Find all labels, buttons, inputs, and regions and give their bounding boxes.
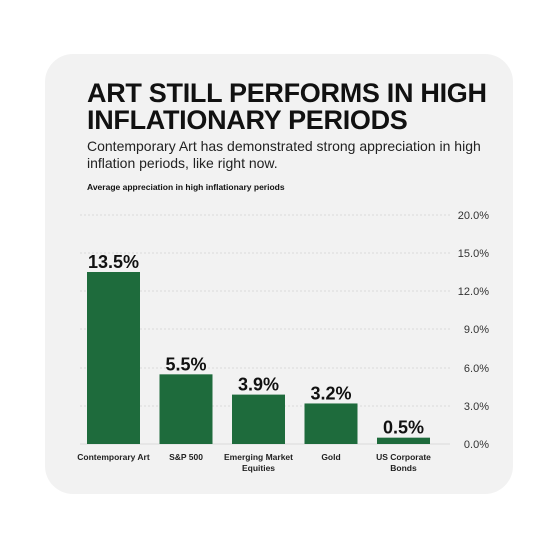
bar xyxy=(232,394,285,444)
y-tick-labels: 0.0% 3.0% 6.0% 9.0% 12.0% 15.0% 20.0% xyxy=(458,210,489,451)
y-tick-label: 3.0% xyxy=(464,401,489,413)
y-tick-label: 9.0% xyxy=(464,324,489,336)
y-tick-label: 15.0% xyxy=(458,248,489,260)
bar-value-label: 13.5% xyxy=(88,252,139,272)
bars xyxy=(87,272,430,444)
data-labels: 13.5% 5.5% 3.9% 3.2% 0.5% xyxy=(88,252,424,438)
x-tick-label: Emerging Market Equities xyxy=(224,452,293,473)
bar xyxy=(304,403,358,444)
bar-value-label: 5.5% xyxy=(165,354,206,374)
chart-title: ART STILL PERFORMS IN HIGH INFLATIONARY … xyxy=(87,78,487,135)
bar-value-label: 3.2% xyxy=(310,383,351,403)
y-tick-label: 0.0% xyxy=(464,439,489,451)
bar-value-label: 3.9% xyxy=(238,375,279,395)
y-tick-label: 6.0% xyxy=(464,363,489,375)
chart-subtitle: Contemporary Art has demonstrated strong… xyxy=(87,138,481,171)
x-tick-label: Contemporary Art xyxy=(77,452,150,462)
y-tick-label: 12.0% xyxy=(458,286,489,298)
bar xyxy=(159,374,213,444)
x-tick-label: US Corporate Bonds xyxy=(376,452,431,473)
x-tick-label: Gold xyxy=(321,452,341,462)
y-axis-label: Average appreciation in high inflationar… xyxy=(87,182,285,192)
bar-value-label: 0.5% xyxy=(383,418,424,438)
y-tick-label: 20.0% xyxy=(458,210,489,222)
bar xyxy=(87,272,140,444)
bar xyxy=(377,437,430,444)
x-tick-label: S&P 500 xyxy=(169,452,203,462)
